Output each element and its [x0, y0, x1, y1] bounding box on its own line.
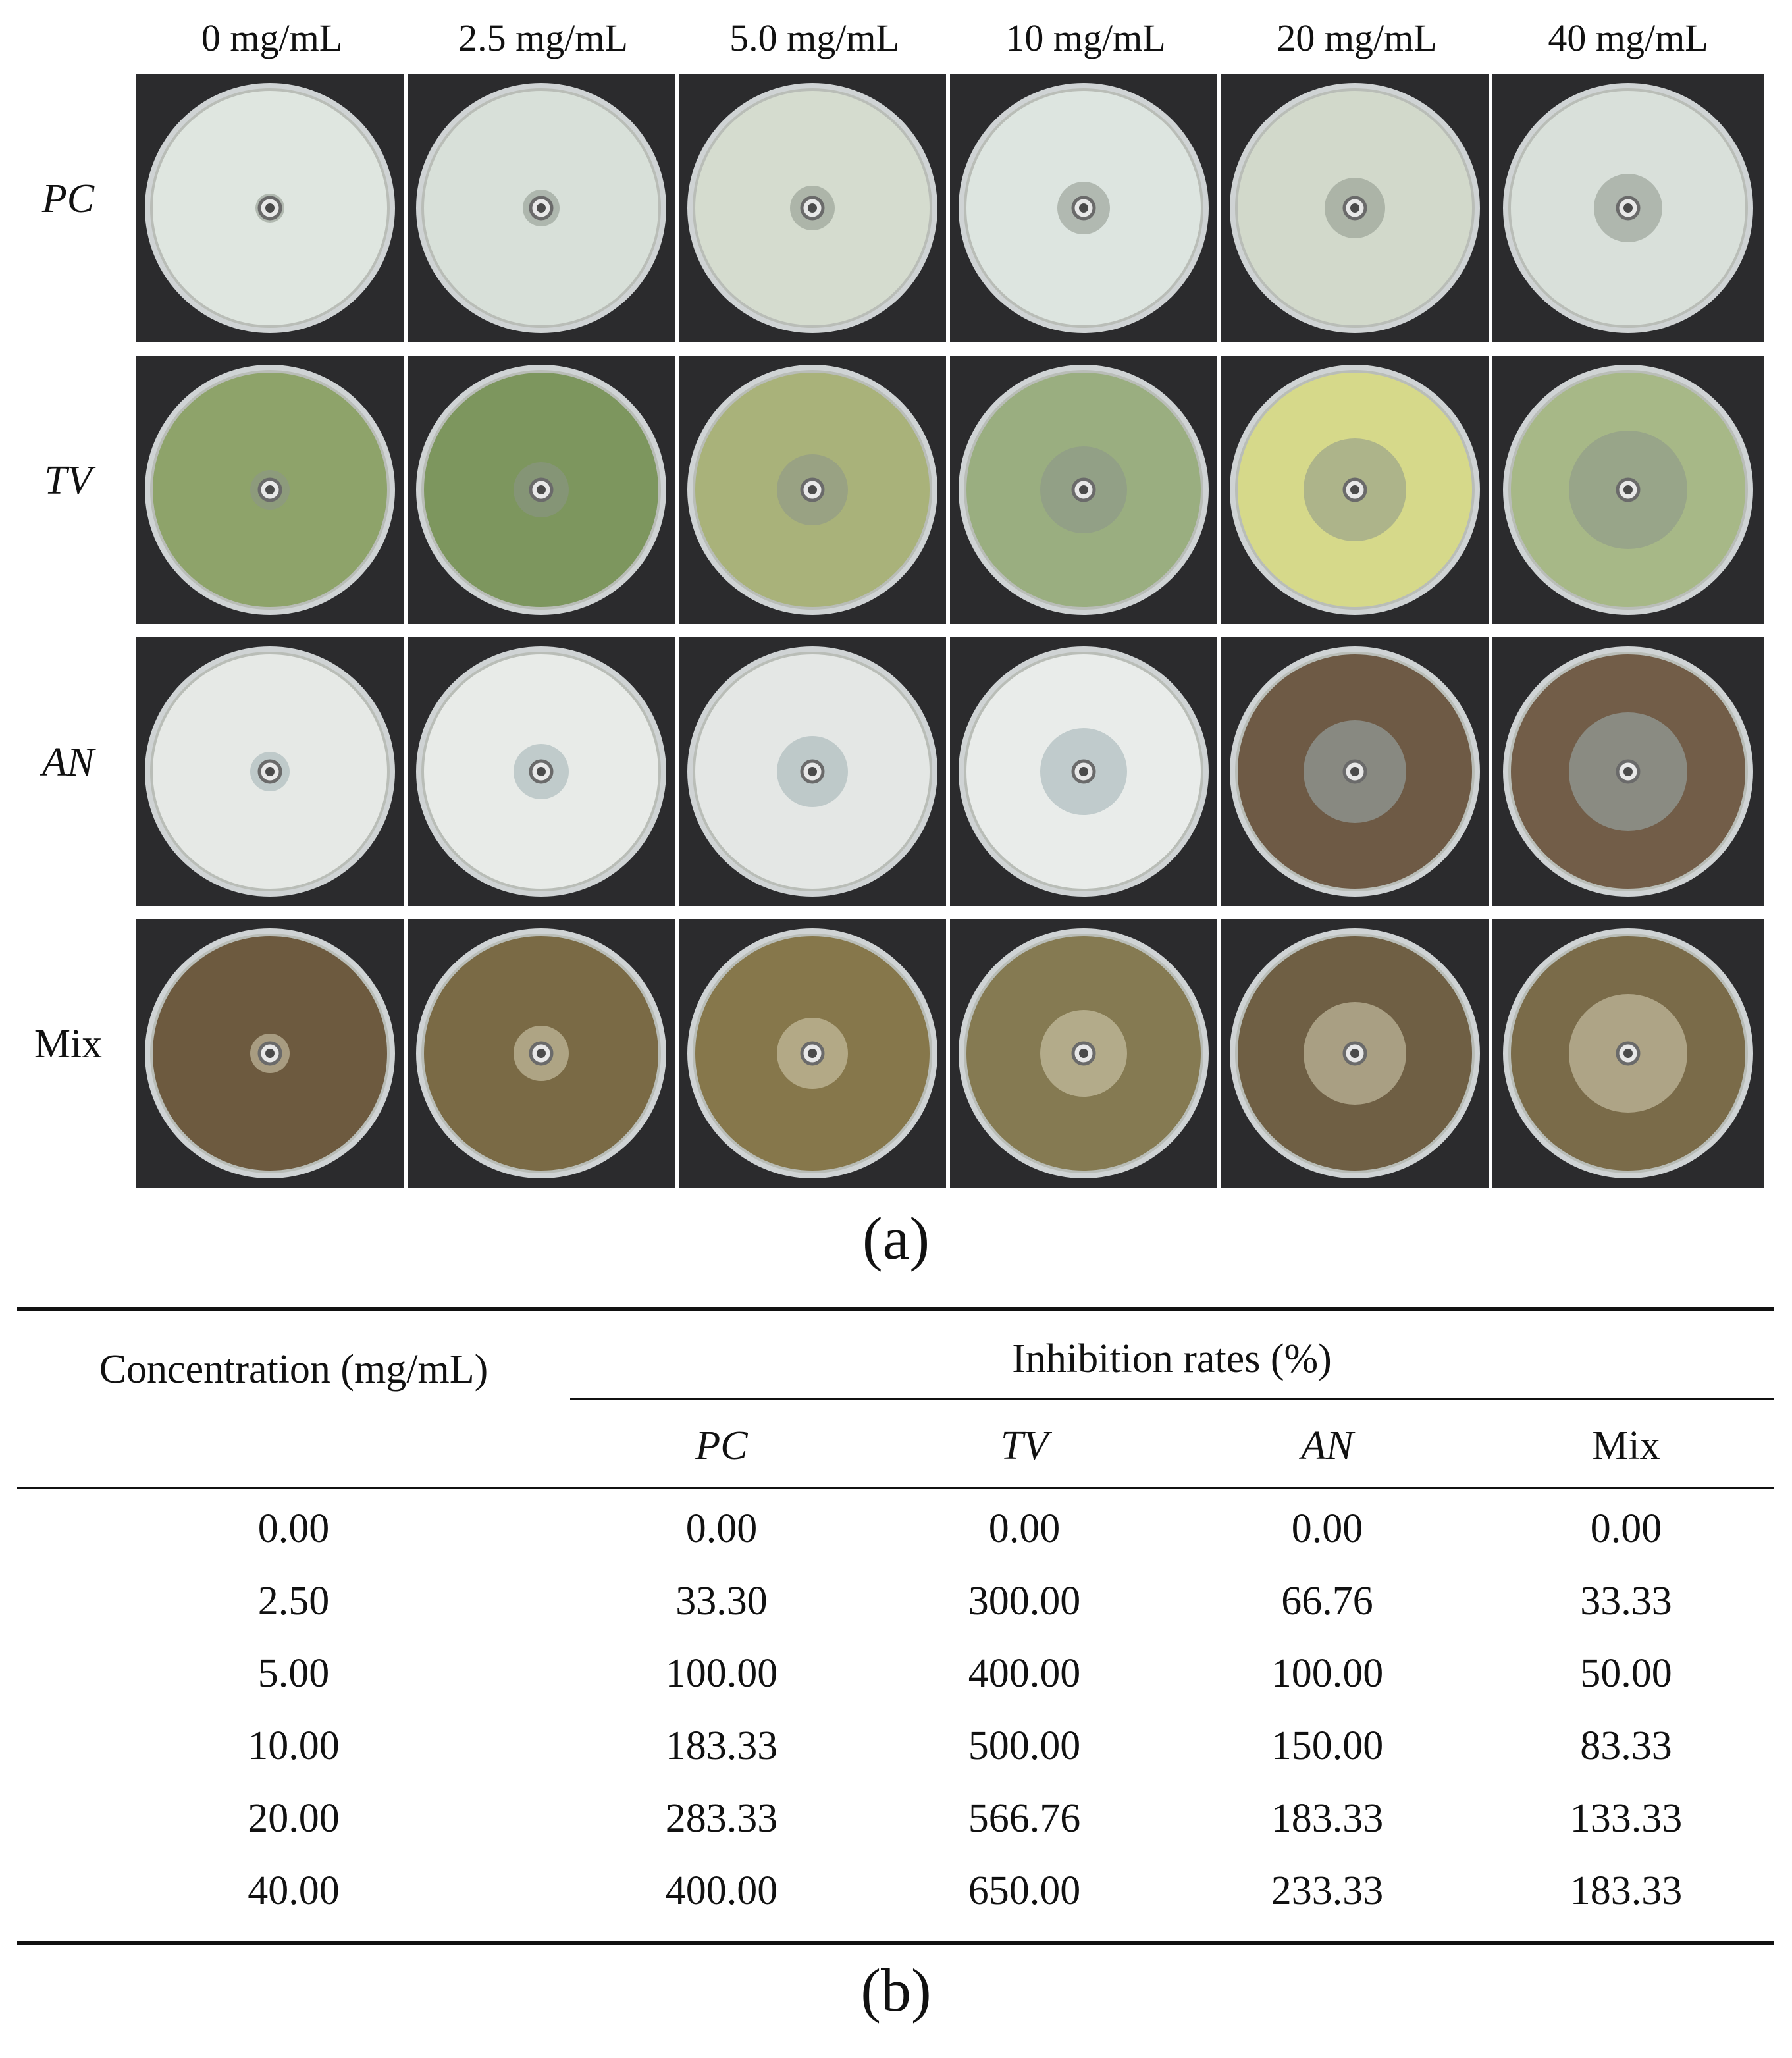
column-header: 2.5 mg/mL — [458, 16, 628, 59]
plate-photo — [679, 74, 950, 342]
table-bottom-rule — [17, 1941, 1774, 1945]
table-cell-value: 0.00 — [1291, 1506, 1363, 1551]
table-cell-value: 150.00 — [1271, 1724, 1384, 1768]
table-cell-value: 283.33 — [665, 1796, 778, 1841]
plate-photo — [1492, 356, 1764, 624]
plate-row-an — [136, 637, 1792, 906]
subheader-mix: Mix — [1592, 1423, 1660, 1468]
plate-photo — [1221, 919, 1492, 1188]
plate-photo — [136, 637, 408, 906]
table-cell-concentration: 20.00 — [248, 1796, 340, 1841]
table-top-rule — [17, 1307, 1774, 1311]
plate-photo — [679, 356, 950, 624]
table-cell-concentration: 5.00 — [257, 1651, 330, 1696]
row-label-pc: PC — [41, 176, 95, 221]
table-cell-value: 100.00 — [665, 1651, 778, 1696]
plate-photo — [950, 637, 1221, 906]
plate-photo — [1492, 74, 1764, 342]
plate-photo — [136, 74, 408, 342]
table-cell-value: 183.33 — [665, 1724, 778, 1768]
column-header: 0 mg/mL — [201, 16, 343, 59]
plate-photo — [1221, 74, 1492, 342]
subheader-pc: PC — [695, 1423, 748, 1468]
plate-row-tv — [136, 356, 1792, 624]
column-header: 10 mg/mL — [1005, 16, 1166, 59]
plate-photo — [950, 356, 1221, 624]
plate-photo — [408, 637, 679, 906]
table-cell-value: 0.00 — [988, 1506, 1061, 1551]
plate-photo — [1221, 356, 1492, 624]
plate-photo — [1492, 919, 1764, 1188]
table-cell-value: 500.00 — [968, 1724, 1081, 1768]
table-cell-value: 233.33 — [1271, 1868, 1384, 1913]
row-label-mix: Mix — [34, 1022, 103, 1067]
table-cell-value: 183.33 — [1569, 1868, 1683, 1913]
plate-photo — [1492, 637, 1764, 906]
table-cell-value: 400.00 — [968, 1651, 1081, 1696]
plate-photo — [950, 919, 1221, 1188]
header-inhibition-rates: Inhibition rates (%) — [1012, 1336, 1332, 1381]
table-cell-concentration: 10.00 — [248, 1724, 340, 1768]
group-rule — [570, 1398, 1774, 1400]
table-cell-value: 300.00 — [968, 1579, 1081, 1623]
plate-row-pc — [136, 74, 1792, 342]
table-cell-value: 66.76 — [1281, 1579, 1373, 1623]
plate-photo — [679, 637, 950, 906]
plate-photo — [408, 74, 679, 342]
table-cell-value: 650.00 — [968, 1868, 1081, 1913]
table-cell-concentration: 0.00 — [257, 1506, 330, 1551]
table-cell-value: 100.00 — [1271, 1651, 1384, 1696]
table-cell-concentration: 2.50 — [257, 1579, 330, 1623]
plate-row-mix — [136, 919, 1792, 1188]
table-cell-value: 183.33 — [1271, 1796, 1384, 1841]
header-concentration: Concentration (mg/mL) — [99, 1347, 488, 1392]
table-cell-value: 400.00 — [665, 1868, 778, 1913]
plate-photo — [136, 919, 408, 1188]
plate-photo — [679, 919, 950, 1188]
header-rule — [17, 1487, 1774, 1489]
plate-photo — [408, 919, 679, 1188]
column-headers: 0 mg/mL 2.5 mg/mL 5.0 mg/mL 10 mg/mL 20 … — [136, 12, 1792, 65]
table-cell-value: 83.33 — [1580, 1724, 1672, 1768]
plate-photo — [136, 356, 408, 624]
row-label-tv: TV — [44, 458, 92, 503]
table-cell-value: 0.00 — [685, 1506, 758, 1551]
column-header: 20 mg/mL — [1277, 16, 1437, 59]
column-header: 5.0 mg/mL — [729, 16, 899, 59]
plate-photo — [950, 74, 1221, 342]
column-header: 40 mg/mL — [1548, 16, 1708, 59]
plate-photo — [408, 356, 679, 624]
caption-b: (b) — [860, 1957, 932, 2024]
subheader-an: AN — [1301, 1423, 1354, 1468]
row-label-an: AN — [41, 740, 95, 785]
plate-photo — [1221, 637, 1492, 906]
caption-a: (a) — [862, 1205, 930, 1272]
table-cell-value: 566.76 — [968, 1796, 1081, 1841]
table-cell-value: 133.33 — [1569, 1796, 1683, 1841]
table-cell-concentration: 40.00 — [248, 1868, 340, 1913]
table-cell-value: 33.33 — [1580, 1579, 1672, 1623]
table-cell-value: 0.00 — [1590, 1506, 1662, 1551]
subheader-tv: TV — [1000, 1423, 1049, 1468]
table-cell-value: 33.30 — [675, 1579, 768, 1623]
table-cell-value: 50.00 — [1580, 1651, 1672, 1696]
